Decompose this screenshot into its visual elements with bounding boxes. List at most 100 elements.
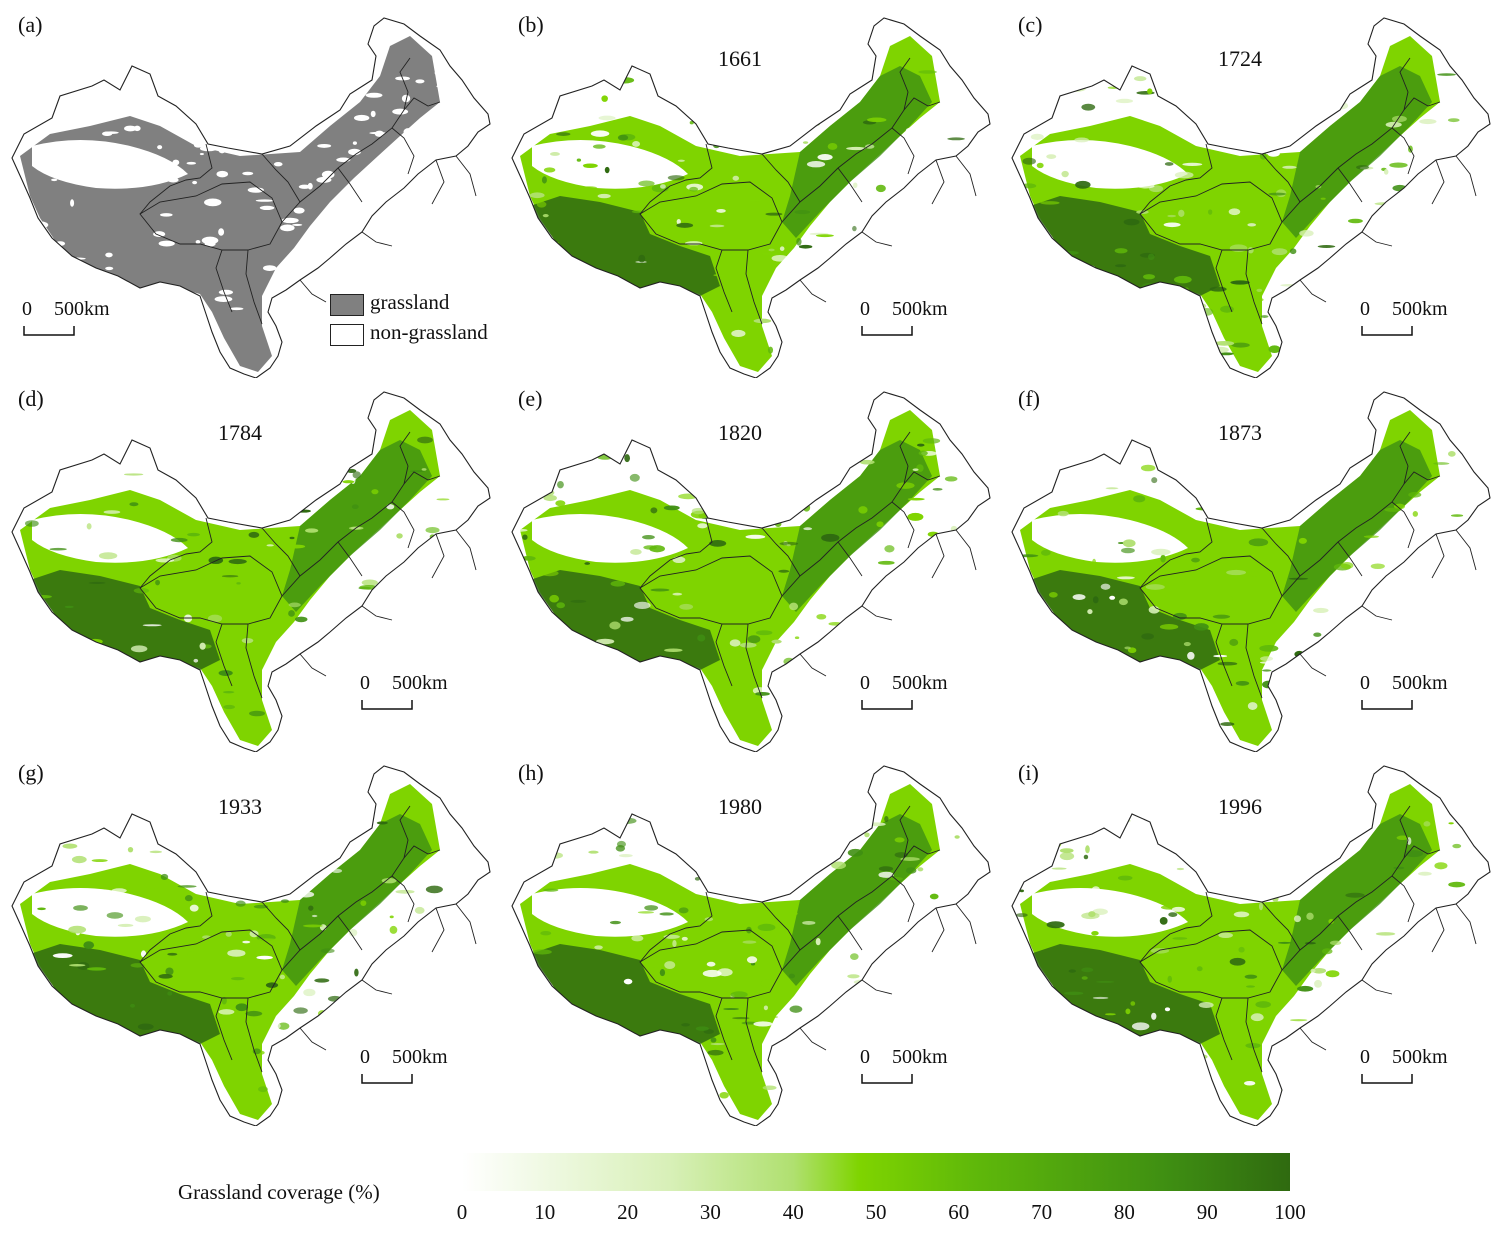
coverage-patch [637,690,645,698]
coverage-patch [1392,184,1408,192]
coverage-patch [77,725,87,733]
coverage-patch [1437,73,1456,76]
coverage-patch [52,953,73,959]
coverage-patch [731,329,746,337]
non-grassland-patch [390,246,409,251]
province-boundary [1361,979,1393,995]
coverage-patch [1219,469,1228,477]
coverage-patch [760,252,779,256]
coverage-patch [838,91,854,99]
coverage-patch [25,840,38,846]
coverage-patch [352,471,361,479]
coverage-patch [617,134,629,141]
coverage-patch [308,905,314,911]
coverage-patch [954,835,960,839]
coverage-patch [709,224,725,228]
coverage-patch [1259,661,1279,664]
coverage-patch [659,969,666,977]
colorbar-tick-label: 40 [782,1200,804,1224]
coverage-patch [713,274,726,277]
scale-bar-line [23,326,75,336]
scale-zero-label: 0 [1360,298,1370,320]
coverage-patch [155,558,175,563]
coverage-patch [590,130,610,137]
coverage-patch [916,464,924,472]
coverage-patch [208,477,221,482]
coverage-patch [1137,183,1155,189]
coverage-patch [69,964,86,967]
coverage-patch [1091,70,1102,79]
coverage-patch [1276,811,1296,818]
coverage-patch [543,1086,562,1094]
coverage-patch [1109,595,1116,600]
province-boundary [899,805,911,859]
coverage-patch [1268,192,1287,196]
coverage-patch [1291,349,1310,356]
coverage-patch [1087,702,1094,706]
high-coverage-area [1282,66,1432,238]
grassland-coverage-area [520,36,940,372]
coverage-patch [768,248,775,252]
coverage-patch [228,890,235,896]
scale-bar-line [1361,326,1413,336]
coverage-patch [1191,557,1200,563]
coverage-patch [1050,708,1061,712]
coverage-patch [1057,510,1069,517]
province-boundary [281,845,441,971]
coverage-patch [1102,544,1114,551]
coverage-patch [181,851,190,856]
coverage-patch [1249,862,1256,866]
province-boundary [245,623,263,699]
coverage-patch [821,533,840,542]
coverage-patch [249,930,259,938]
coverage-patch [444,1034,453,1037]
coverage-patch [386,504,395,510]
province-boundary [931,159,945,205]
coverage-patch [407,633,414,638]
coverage-patch [1428,612,1441,619]
coverage-patch [518,1076,530,1082]
coverage-patch [1117,875,1133,881]
province-boundary [931,533,945,579]
low-coverage-area [32,514,188,563]
coverage-patch [342,480,355,484]
coverage-patch [543,167,556,173]
coverage-patch [865,65,871,72]
coverage-patch [556,602,566,609]
coverage-patch [601,95,608,102]
coverage-patch [802,141,809,144]
coverage-patch [803,527,813,531]
coverage-patch [867,117,887,123]
coverage-patch [317,470,333,473]
non-grassland-patch [357,276,368,284]
province-boundary [215,997,233,1061]
coverage-patch [788,911,798,916]
coverage-patch [406,589,416,594]
coverage-patch [1040,201,1060,205]
low-coverage-area [532,140,688,189]
non-grassland-patch [437,80,443,84]
coverage-patch [700,444,712,447]
panel-year: 1724 [1218,46,1262,71]
coverage-patch [649,545,665,553]
coverage-patch [687,873,697,878]
coverage-patch [833,63,844,70]
coverage-patch [351,504,359,509]
coverage-patch [1419,635,1432,641]
map-panel: (d) 1784 0 500km [0,380,500,752]
province-boundary [1139,181,1283,251]
coverage-patch [540,931,552,936]
scale-zero-label: 0 [860,672,870,694]
province-boundary [431,533,445,579]
coverage-patch [586,711,603,717]
coverage-patch [672,815,681,820]
province-boundary [455,529,477,571]
coverage-patch [515,102,534,108]
coverage-patch [1040,549,1051,556]
non-grassland-patch [35,129,43,132]
coverage-patch [912,271,931,278]
coverage-patch [1315,853,1327,857]
coverage-patch [1389,162,1408,168]
coverage-patch [261,848,273,856]
province-boundary [337,167,363,203]
